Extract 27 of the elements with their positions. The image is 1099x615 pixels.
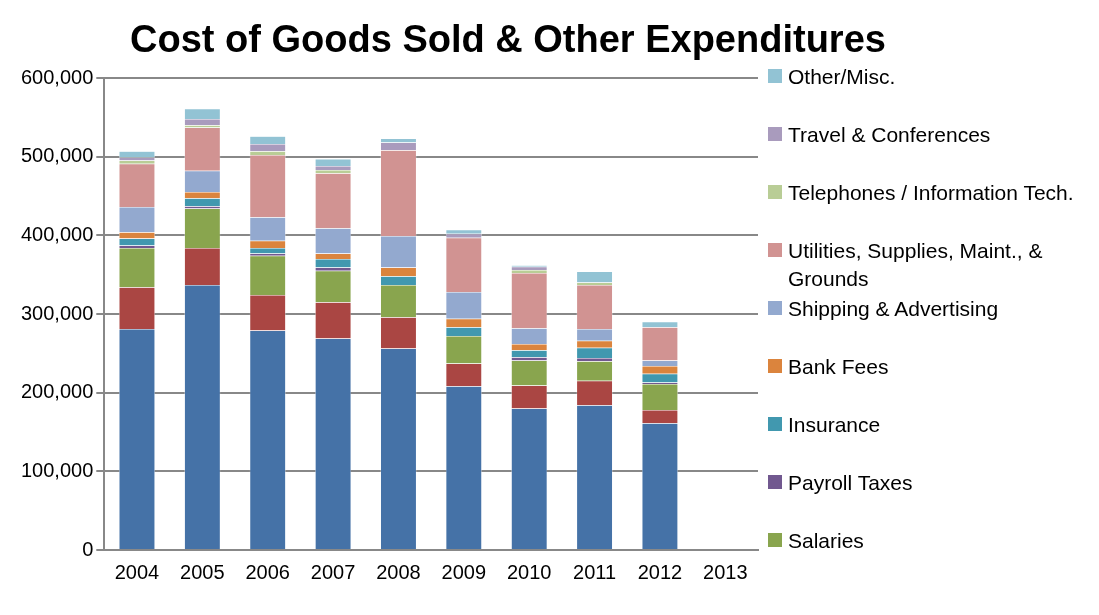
y-tick-label: 200,000: [21, 380, 94, 403]
y-tick-label: 400,000: [21, 222, 94, 245]
x-tick-label: 2006: [245, 560, 290, 583]
y-tick-label: 0: [82, 537, 94, 560]
legend-label: Travel & Conferences: [788, 122, 991, 148]
legend-label: Telephones / Information Tech.: [788, 180, 1074, 206]
legend-label: Insurance: [788, 412, 881, 438]
x-tick-label: 2004: [114, 560, 160, 583]
legend-label: Payroll Taxes: [788, 470, 913, 496]
x-tick-label: 2007: [310, 560, 356, 583]
legend-label: Other/Misc.: [788, 64, 896, 90]
x-tick-label: 2013: [703, 560, 748, 583]
y-tick-label: 300,000: [21, 301, 94, 324]
x-tick-label: 2011: [573, 560, 617, 583]
x-tick-label: 2005: [180, 560, 225, 583]
x-tick-label: 2008: [376, 560, 421, 583]
legend-label: Shipping & Advertising: [788, 296, 999, 322]
x-tick-label: 2009: [441, 560, 487, 583]
legend-label: Utilities, Supplies, Maint., & Grounds: [788, 238, 1044, 292]
legend-label: Bank Fees: [788, 354, 889, 380]
y-tick-label: 100,000: [21, 458, 94, 481]
x-tick-label: 2012: [637, 560, 683, 583]
chart-title: Cost of Goods Sold & Other Expenditures: [129, 17, 887, 62]
y-tick-label: 600,000: [21, 65, 94, 88]
legend-label: Salaries: [788, 528, 864, 554]
x-tick-label: 2010: [506, 560, 552, 583]
y-tick-label: 500,000: [21, 144, 94, 167]
